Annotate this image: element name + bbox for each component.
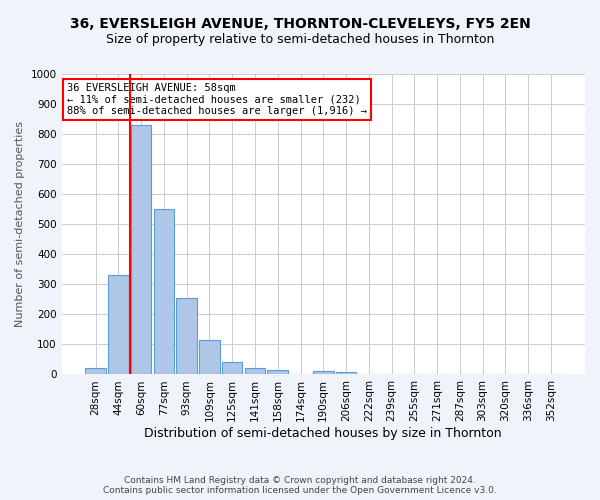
Bar: [245, 368, 265, 374]
X-axis label: Distribution of semi-detached houses by size in Thornton: Distribution of semi-detached houses by …: [145, 427, 502, 440]
Text: 36, EVERSLEIGH AVENUE, THORNTON-CLEVELEYS, FY5 2EN: 36, EVERSLEIGH AVENUE, THORNTON-CLEVELEY…: [70, 18, 530, 32]
Bar: [222, 362, 242, 374]
Bar: [336, 372, 356, 374]
Bar: [85, 368, 106, 374]
Bar: [154, 209, 174, 374]
Text: Size of property relative to semi-detached houses in Thornton: Size of property relative to semi-detach…: [106, 32, 494, 46]
Bar: [313, 370, 334, 374]
Text: 36 EVERSLEIGH AVENUE: 58sqm
← 11% of semi-detached houses are smaller (232)
88% : 36 EVERSLEIGH AVENUE: 58sqm ← 11% of sem…: [67, 83, 367, 116]
Text: Contains HM Land Registry data © Crown copyright and database right 2024.
Contai: Contains HM Land Registry data © Crown c…: [103, 476, 497, 495]
Bar: [199, 340, 220, 374]
Bar: [131, 125, 151, 374]
Bar: [108, 276, 128, 374]
Y-axis label: Number of semi-detached properties: Number of semi-detached properties: [15, 121, 25, 327]
Bar: [268, 370, 288, 374]
Bar: [176, 298, 197, 374]
